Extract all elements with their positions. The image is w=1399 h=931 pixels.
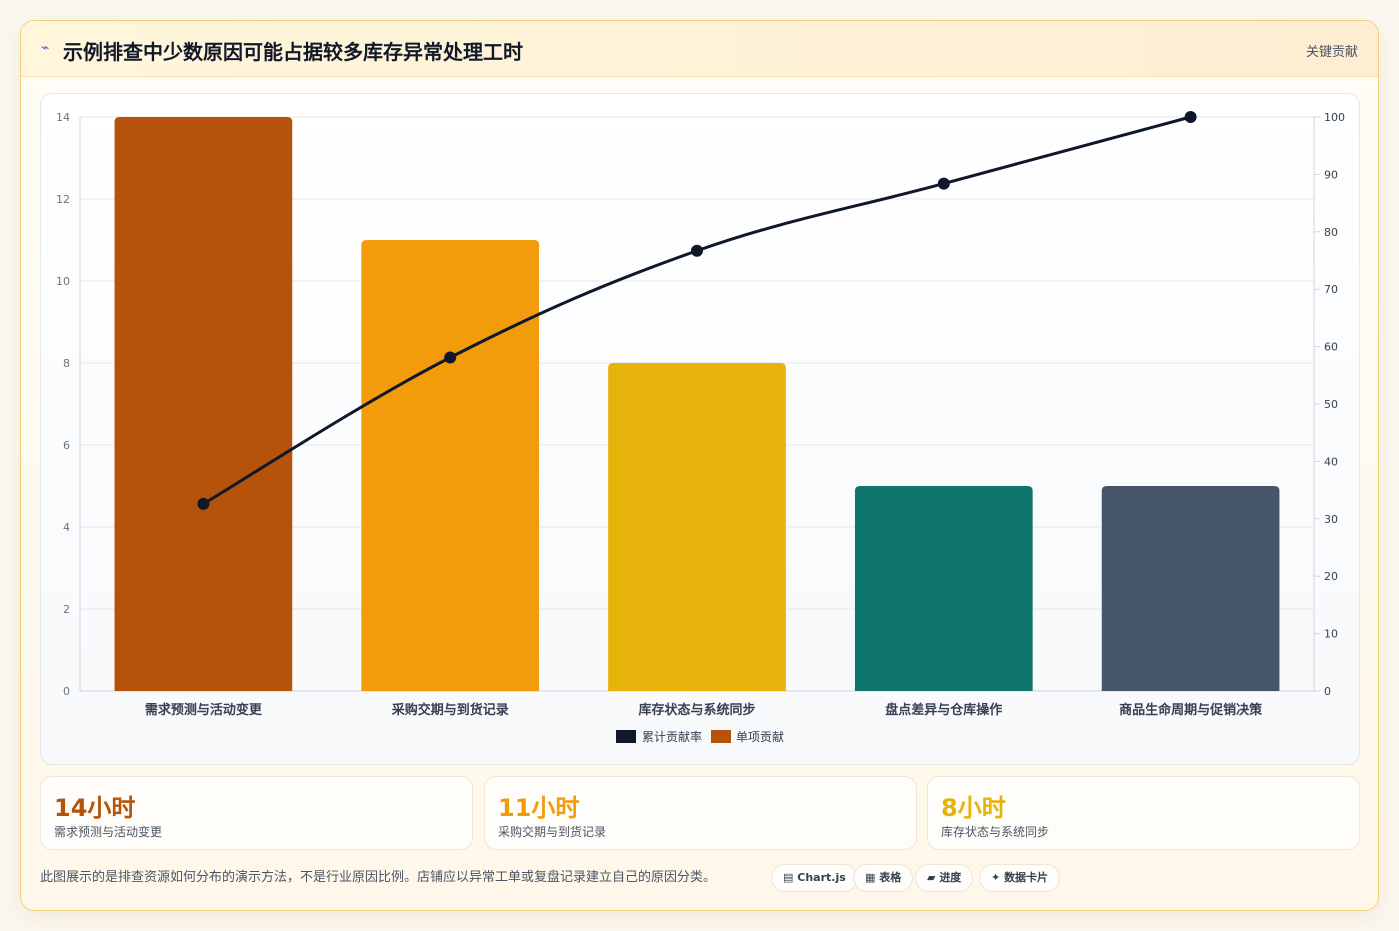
- y-right-tick-label: 40: [1324, 455, 1338, 468]
- bar: [361, 240, 540, 691]
- legend-swatch-contribution: [711, 730, 731, 743]
- cumulative-point: [937, 177, 950, 190]
- stat-cards: 14小时 需求预测与活动变更 11小时 采购交期与到货记录 8小时 库存状态与系…: [40, 776, 1360, 850]
- y-right-tick-label: 80: [1324, 226, 1338, 239]
- stat-value: 14小时: [54, 794, 136, 822]
- stat-value: 8小时: [941, 794, 1006, 822]
- y-left-tick-label: 12: [56, 193, 70, 206]
- stat-label: 库存状态与系统同步: [941, 825, 1050, 839]
- legend-label-contribution: 单项贡献: [736, 729, 784, 744]
- y-right-tick-label: 70: [1324, 283, 1338, 296]
- progress-icon: ▰: [927, 871, 936, 884]
- card-icon: ✦: [991, 871, 1001, 884]
- y-right-tick-label: 60: [1324, 341, 1338, 354]
- cumulative-point: [1184, 111, 1197, 123]
- footnote: 此图展示的是排查资源如何分布的演示方法，不是行业原因比例。店铺应以异常工单或复盘…: [40, 870, 717, 885]
- y-left-tick-label: 0: [63, 685, 70, 698]
- table-icon: ▦: [865, 871, 876, 884]
- x-tick-label: 盘点差异与仓库操作: [885, 702, 1002, 718]
- legend-label-cumulative: 累计贡献率: [642, 729, 702, 744]
- y-right-tick-label: 30: [1324, 513, 1338, 526]
- y-left-tick-label: 14: [56, 111, 70, 124]
- chip-label: 数据卡片: [1004, 871, 1049, 884]
- chip-label: Chart.js: [797, 871, 846, 884]
- stat-card: 14小时 需求预测与活动变更: [40, 776, 473, 850]
- panel-title: 示例排查中少数原因可能占据较多库存异常处理工时: [63, 40, 523, 64]
- x-tick-label: 商品生命周期与促销决策: [1119, 702, 1263, 718]
- y-right-tick-label: 0: [1324, 685, 1331, 698]
- cumulative-point: [197, 497, 210, 510]
- lightning-icon: ⌁: [41, 40, 50, 56]
- x-tick-label: 采购交期与到货记录: [391, 702, 509, 718]
- bar: [854, 486, 1033, 691]
- header-tag: 关键贡献: [1305, 45, 1358, 60]
- cumulative-point: [444, 351, 457, 364]
- stat-card: 11小时 采购交期与到货记录: [484, 776, 917, 850]
- chart-card: 0 2 4 6 8 10 12 14 0 10 20 30 40 50 60 70 80 90 100 需求预测与活动…: [40, 93, 1360, 765]
- chip-chartjs[interactable]: ▤ Chart.js: [771, 864, 858, 892]
- y-right-tick-label: 90: [1324, 168, 1338, 181]
- chip-data-card[interactable]: ✦ 数据卡片: [979, 864, 1061, 892]
- cumulative-point: [691, 244, 703, 257]
- stat-value: 11小时: [498, 794, 580, 822]
- panel-header: ⌁ 示例排查中少数原因可能占据较多库存异常处理工时 关键贡献: [21, 21, 1378, 77]
- y-left-tick-label: 10: [56, 275, 70, 288]
- chart-panel: ⌁ 示例排查中少数原因可能占据较多库存异常处理工时 关键贡献 0 2 4 6 8 10 12…: [20, 20, 1379, 911]
- chip-label: 表格: [879, 871, 902, 884]
- stat-label: 需求预测与活动变更: [54, 825, 163, 839]
- y-left-tick-label: 2: [63, 603, 70, 616]
- legend-swatch-cumulative: [616, 730, 636, 743]
- y-right-tick-label: 10: [1324, 628, 1338, 641]
- y-right-tick-label: 100: [1324, 111, 1345, 124]
- y-left-tick-label: 4: [63, 521, 70, 534]
- stat-label: 采购交期与到货记录: [498, 825, 607, 839]
- chip-label: 进度: [939, 871, 962, 884]
- x-tick-label: 需求预测与活动变更: [145, 702, 263, 718]
- pareto-chart: 0 2 4 6 8 10 12 14 0 10 20 30 40 50 60 70 80 90 100 需求预测与活动…: [56, 111, 1345, 744]
- y-left-tick-label: 8: [63, 357, 70, 370]
- bar: [608, 363, 786, 691]
- chip-progress[interactable]: ▰ 进度: [915, 864, 974, 892]
- y-right-tick-label: 20: [1324, 570, 1338, 583]
- chart-icon: ▤: [783, 871, 794, 884]
- y-left-tick-label: 6: [63, 439, 70, 452]
- bar: [114, 117, 293, 691]
- y-right-tick-label: 50: [1324, 398, 1338, 411]
- chip-table[interactable]: ▦ 表格: [853, 864, 914, 892]
- bar: [1101, 486, 1280, 691]
- stat-card: 8小时 库存状态与系统同步: [927, 776, 1360, 850]
- x-tick-label: 库存状态与系统同步: [638, 702, 755, 718]
